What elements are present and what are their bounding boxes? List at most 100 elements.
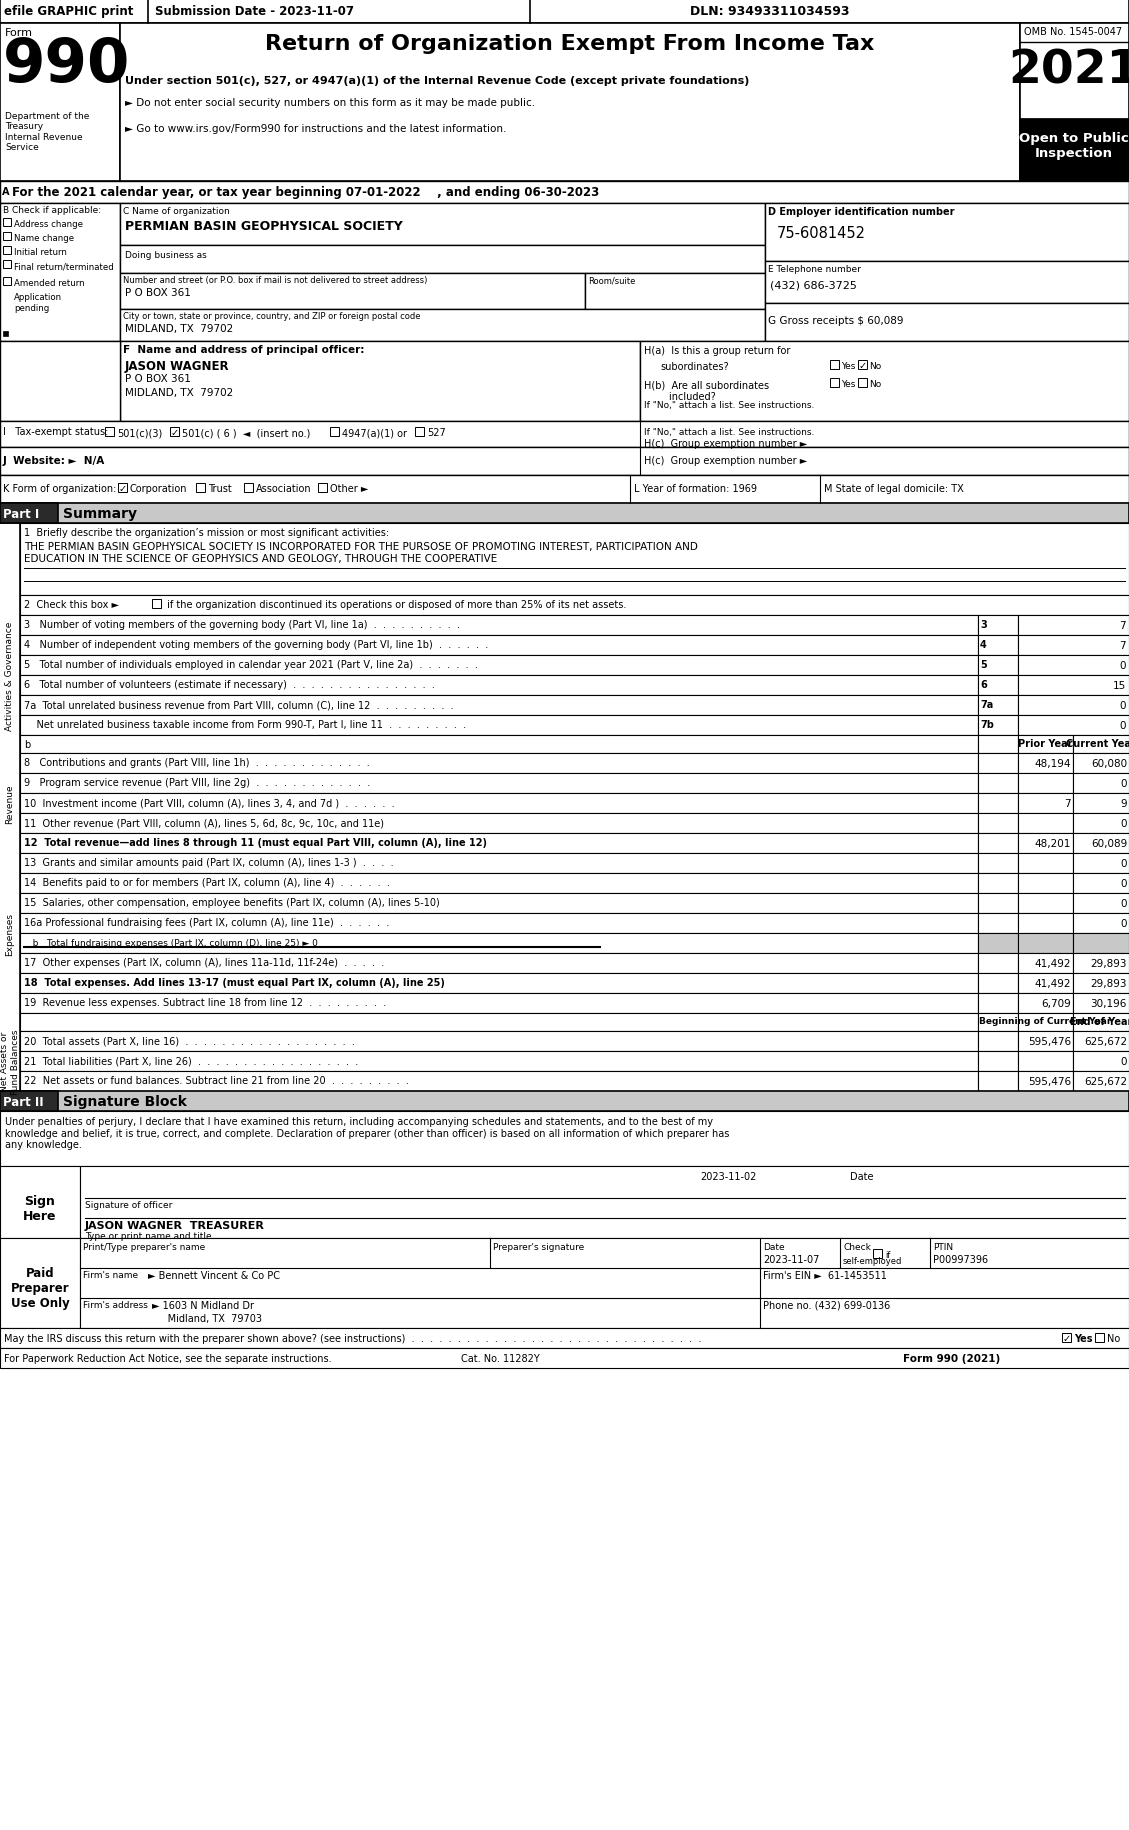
Bar [1073, 994, 1129, 1014]
Text: MIDLAND, TX  79702: MIDLAND, TX 79702 [125, 388, 234, 397]
Text: self-employed: self-employed [843, 1257, 902, 1265]
Bar [978, 675, 1018, 695]
Text: 7b: 7b [980, 719, 994, 730]
Text: Date: Date [850, 1171, 874, 1182]
Text: Current Year: Current Year [1066, 739, 1129, 748]
Bar [20, 893, 978, 913]
Bar [978, 1071, 1018, 1091]
Bar [1073, 974, 1129, 994]
Text: PTIN: PTIN [933, 1243, 953, 1252]
Bar [80, 1239, 1129, 1329]
Bar [1018, 853, 1073, 873]
Text: Department of the
Treasury
Internal Revenue
Service: Department of the Treasury Internal Reve… [5, 112, 89, 152]
Text: ► Go to www.irs.gov/Form990 for instructions and the latest information.: ► Go to www.irs.gov/Form990 for instruct… [125, 124, 507, 134]
Text: 2023-11-02: 2023-11-02 [700, 1171, 756, 1182]
Text: Preparer's signature: Preparer's signature [493, 1243, 584, 1252]
Text: 22  Net assets or fund balances. Subtract line 21 from line 20  .  .  .  .  .  .: 22 Net assets or fund balances. Subtract… [24, 1076, 409, 1085]
Bar [152, 600, 161, 609]
Text: Firm's address: Firm's address [84, 1301, 148, 1308]
Text: D Employer identification number: D Employer identification number [768, 207, 954, 218]
Bar [3, 278, 11, 285]
Bar [1073, 736, 1129, 754]
Bar [318, 483, 327, 492]
Text: 501(c)(3): 501(c)(3) [117, 428, 163, 437]
Bar [20, 523, 1129, 597]
Text: H(c)  Group exemption number ►: H(c) Group exemption number ► [644, 456, 807, 467]
Text: 4947(a)(1) or: 4947(a)(1) or [342, 428, 406, 437]
Text: MIDLAND, TX  79702: MIDLAND, TX 79702 [125, 324, 234, 333]
Bar [830, 379, 839, 388]
Text: 10  Investment income (Part VIII, column (A), lines 3, 4, and 7d )  .  .  .  .  : 10 Investment income (Part VIII, column … [24, 798, 395, 807]
Text: Type or print name and title: Type or print name and title [85, 1232, 211, 1241]
Text: C Name of organization: C Name of organization [123, 207, 229, 216]
Text: 0: 0 [1120, 661, 1126, 670]
Bar [1073, 1014, 1129, 1032]
Bar [978, 716, 1018, 736]
Bar [0, 1111, 1129, 1166]
Text: Corporation: Corporation [130, 483, 187, 494]
Text: JASON WAGNER  TREASURER: JASON WAGNER TREASURER [85, 1221, 265, 1230]
Bar [20, 1071, 978, 1091]
Bar [1018, 695, 1129, 716]
Text: 75-6081452: 75-6081452 [777, 225, 866, 242]
Text: 595,476: 595,476 [1027, 1076, 1071, 1087]
Bar [1018, 655, 1129, 675]
Text: Yes: Yes [841, 381, 856, 388]
Bar [0, 0, 1129, 24]
Text: Signature Block: Signature Block [63, 1094, 187, 1109]
Bar [415, 428, 425, 437]
Bar [1073, 933, 1129, 953]
Text: ► Do not enter social security numbers on this form as it may be made public.: ► Do not enter social security numbers o… [125, 99, 535, 108]
Text: Part I: Part I [3, 507, 40, 522]
Text: A: A [2, 187, 9, 198]
Text: J  Website: ►  N/A: J Website: ► N/A [3, 456, 105, 467]
Text: 990: 990 [3, 37, 130, 95]
Text: 4   Number of independent voting members of the governing body (Part VI, line 1b: 4 Number of independent voting members o… [24, 640, 488, 650]
Bar [978, 736, 1018, 754]
Text: PERMIAN BASIN GEOPHYSICAL SOCIETY: PERMIAN BASIN GEOPHYSICAL SOCIETY [125, 220, 403, 232]
Text: ► 1603 N Midland Dr: ► 1603 N Midland Dr [152, 1301, 254, 1310]
Bar [20, 736, 978, 754]
Bar [1073, 833, 1129, 853]
Bar [978, 873, 1018, 893]
Text: 8   Contributions and grants (Part VIII, line 1h)  .  .  .  .  .  .  .  .  .  . : 8 Contributions and grants (Part VIII, l… [24, 758, 370, 767]
Bar [0, 1091, 1129, 1111]
Text: 9   Program service revenue (Part VIII, line 2g)  .  .  .  .  .  .  .  .  .  .  : 9 Program service revenue (Part VIII, li… [24, 778, 370, 787]
Text: Open to Public
Inspection: Open to Public Inspection [1019, 132, 1129, 159]
Text: DLN: 93493311034593: DLN: 93493311034593 [690, 5, 849, 18]
Text: 3: 3 [980, 620, 987, 630]
Bar [120, 342, 640, 421]
Text: THE PERMIAN BASIN GEOPHYSICAL SOCIETY IS INCORPORATED FOR THE PURSOSE OF PROMOTI: THE PERMIAN BASIN GEOPHYSICAL SOCIETY IS… [24, 542, 698, 564]
Bar [20, 794, 978, 814]
Bar [1018, 814, 1073, 833]
Bar [1062, 1334, 1071, 1341]
Text: 0: 0 [1120, 721, 1126, 730]
Bar [978, 635, 1018, 655]
Text: 48,194: 48,194 [1034, 759, 1071, 769]
Bar [1018, 754, 1073, 774]
Text: OMB No. 1545-0047: OMB No. 1545-0047 [1024, 27, 1122, 37]
Text: Trust: Trust [208, 483, 231, 494]
Bar [0, 1166, 80, 1239]
Text: Yes: Yes [1074, 1334, 1093, 1343]
Text: 15: 15 [1113, 681, 1126, 690]
Bar [1018, 635, 1129, 655]
Text: Cat. No. 11282Y: Cat. No. 11282Y [461, 1352, 540, 1363]
Bar [978, 1032, 1018, 1052]
Bar [0, 181, 1129, 203]
Bar [1018, 994, 1073, 1014]
Bar [1018, 716, 1129, 736]
Bar [1018, 1052, 1073, 1071]
Text: End of Year: End of Year [1070, 1016, 1129, 1027]
Bar [0, 448, 1129, 476]
Text: G Gross receipts $ 60,089: G Gross receipts $ 60,089 [768, 317, 903, 326]
Text: 16a Professional fundraising fees (Part IX, column (A), line 11e)  .  .  .  .  .: 16a Professional fundraising fees (Part … [24, 917, 390, 928]
Bar [1018, 974, 1073, 994]
Bar [20, 833, 978, 853]
Bar [0, 1329, 1129, 1349]
Bar [1073, 953, 1129, 974]
Bar [1073, 853, 1129, 873]
Text: Association: Association [256, 483, 312, 494]
Text: 14  Benefits paid to or for members (Part IX, column (A), line 4)  .  .  .  .  .: 14 Benefits paid to or for members (Part… [24, 878, 390, 888]
Text: ✓: ✓ [170, 428, 178, 437]
